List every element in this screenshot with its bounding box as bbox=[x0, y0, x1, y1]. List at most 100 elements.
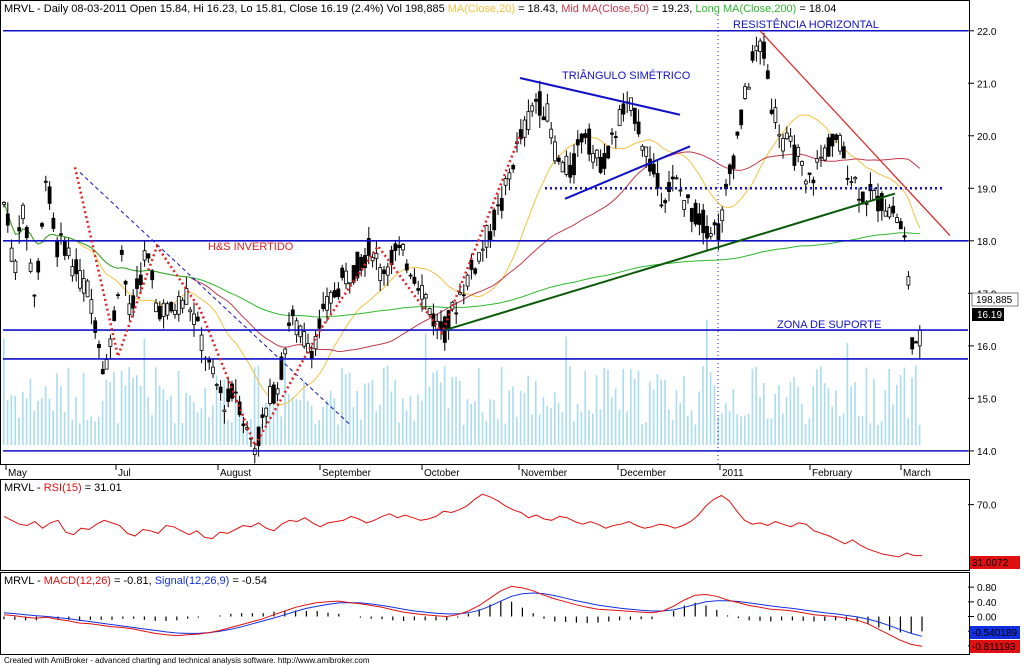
x-tick-label: October bbox=[424, 468, 460, 479]
candle-body bbox=[553, 141, 557, 162]
candle-body bbox=[549, 128, 554, 139]
volume-bar bbox=[155, 367, 157, 445]
volume-bar bbox=[75, 396, 77, 445]
rsi-line: 70.0 bbox=[3, 493, 997, 558]
volume-bar bbox=[736, 414, 738, 445]
volume-bar bbox=[284, 358, 286, 445]
candle-body bbox=[534, 98, 538, 102]
volume-bar bbox=[523, 392, 526, 445]
candle-body bbox=[161, 302, 166, 317]
volume-bar bbox=[846, 342, 849, 445]
candle-body bbox=[488, 231, 493, 240]
volume-bar bbox=[592, 413, 594, 445]
candle-body bbox=[397, 244, 402, 249]
candle-body bbox=[344, 270, 348, 285]
candle-body bbox=[70, 266, 75, 277]
volume-bar bbox=[812, 385, 814, 445]
candle-body bbox=[591, 153, 595, 163]
candle-body bbox=[530, 105, 535, 112]
volume-bar bbox=[375, 411, 377, 445]
ma20-legend: MA(Close,20) bbox=[448, 3, 515, 15]
candle-body bbox=[416, 288, 421, 291]
volume-bar bbox=[356, 391, 358, 445]
volume-bar bbox=[888, 369, 890, 445]
volume-bar bbox=[322, 406, 324, 445]
candle-body bbox=[157, 305, 162, 320]
volume-bar bbox=[398, 422, 400, 445]
candle-body bbox=[302, 331, 307, 347]
volume-bar bbox=[614, 388, 617, 445]
axes: 14.015.016.017.018.019.020.021.022.0MayJ… bbox=[5, 27, 997, 479]
volume-bar bbox=[899, 374, 902, 445]
volume-bar bbox=[782, 413, 784, 445]
volume-bar bbox=[132, 377, 134, 445]
volume-bar bbox=[451, 377, 453, 445]
volume-bar bbox=[641, 424, 643, 445]
rsi-pane-frame bbox=[0, 479, 970, 571]
candle-body bbox=[697, 213, 702, 225]
volume-bar bbox=[117, 423, 119, 445]
candle-body bbox=[857, 198, 861, 201]
candle-body bbox=[252, 448, 257, 455]
candle-body bbox=[100, 368, 105, 375]
candle-body bbox=[256, 426, 261, 446]
volume-bar bbox=[101, 400, 104, 445]
volume-bar bbox=[177, 370, 180, 445]
volume-bar bbox=[554, 392, 556, 445]
candle-body bbox=[735, 131, 740, 136]
volume-bar bbox=[79, 423, 81, 445]
volume-bar bbox=[690, 410, 693, 445]
candle-body bbox=[545, 103, 550, 122]
candle-body bbox=[401, 244, 405, 251]
candle-body bbox=[632, 107, 637, 124]
rsi-value-box bbox=[970, 556, 1020, 569]
volume-bar bbox=[907, 418, 909, 445]
volume-bar bbox=[33, 410, 35, 445]
volume-bar bbox=[37, 400, 39, 445]
volume-bar bbox=[466, 399, 469, 445]
candle-body bbox=[465, 274, 470, 287]
volume-bar bbox=[227, 419, 229, 445]
candle-body bbox=[762, 41, 766, 59]
macd-value-label: -0.540189 bbox=[972, 628, 1017, 639]
volume-bar bbox=[44, 386, 47, 445]
volume-bar bbox=[276, 393, 279, 445]
volume-bar bbox=[854, 382, 856, 445]
volume-bar bbox=[801, 403, 803, 445]
volume-bar bbox=[512, 386, 514, 445]
candle-body bbox=[511, 165, 516, 170]
candle-body bbox=[184, 288, 189, 305]
candle-body bbox=[765, 70, 770, 79]
volume-bar bbox=[865, 367, 868, 445]
volume-bar bbox=[82, 372, 85, 445]
volume-bar bbox=[892, 404, 894, 445]
volume-bars bbox=[3, 319, 921, 445]
volume-bar bbox=[497, 419, 499, 445]
candle-body bbox=[602, 152, 607, 169]
candle-body bbox=[477, 252, 481, 262]
candle-body bbox=[678, 189, 683, 192]
candle-body bbox=[583, 133, 588, 138]
volume-bar bbox=[770, 418, 773, 445]
volume-bar bbox=[212, 404, 214, 445]
candle-body bbox=[268, 386, 272, 405]
candle-body bbox=[207, 359, 212, 363]
volume-bar bbox=[307, 401, 309, 445]
volume-bar bbox=[383, 368, 385, 445]
trend-annotations bbox=[3, 15, 968, 464]
candle-body bbox=[807, 172, 812, 175]
candle-body bbox=[788, 135, 793, 142]
volume-bar bbox=[633, 378, 636, 445]
volume-bar bbox=[687, 415, 689, 445]
volume-bar bbox=[189, 395, 191, 445]
candle-body bbox=[28, 262, 33, 272]
y-tick-label: 14.0 bbox=[977, 447, 997, 458]
volume-bar bbox=[367, 382, 370, 445]
candle-body bbox=[640, 145, 645, 151]
candle-body bbox=[85, 280, 90, 298]
y-tick-label: 21.0 bbox=[977, 79, 997, 90]
volume-value-box bbox=[971, 292, 1019, 307]
volume-bar bbox=[823, 383, 826, 445]
candle-body bbox=[651, 163, 656, 175]
